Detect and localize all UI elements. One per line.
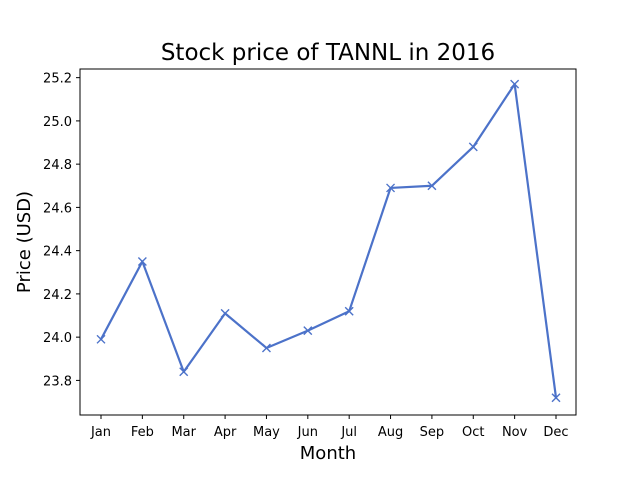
data-point-marker — [551, 393, 561, 403]
marker-stroke — [96, 334, 106, 344]
x-tick-label: Dec — [543, 425, 568, 440]
y-tick-label: 25.2 — [43, 72, 72, 87]
marker-stroke — [427, 181, 437, 191]
y-axis-label: Price (USD) — [14, 191, 35, 293]
y-tick-label: 25.0 — [43, 115, 72, 130]
marker-stroke — [137, 256, 147, 266]
plot-area-frame — [79, 68, 577, 416]
y-tick-label: 24.4 — [43, 245, 72, 260]
data-point-marker — [137, 256, 147, 266]
y-tick-label: 24.8 — [43, 158, 72, 173]
x-tick-label: Apr — [214, 425, 237, 440]
marker-stroke — [510, 79, 520, 89]
data-point-marker — [510, 79, 520, 89]
marker-stroke — [386, 183, 396, 193]
data-point-marker — [220, 308, 230, 318]
y-tick-label: 24.6 — [43, 201, 72, 216]
data-point-marker — [179, 367, 189, 377]
x-tick-label: Feb — [131, 425, 154, 440]
marker-stroke — [220, 308, 230, 318]
y-tick-label: 23.8 — [43, 374, 72, 389]
data-point-marker — [303, 326, 313, 336]
data-point-marker — [427, 181, 437, 191]
data-point-marker — [386, 183, 396, 193]
data-point-marker — [344, 306, 354, 316]
chart-title: Stock price of TANNL in 2016 — [161, 40, 495, 66]
x-tick-label: May — [253, 425, 280, 440]
series-line — [99, 83, 558, 399]
marker-stroke — [468, 142, 478, 152]
x-tick-label: Jul — [340, 425, 357, 440]
x-tick-label: Nov — [502, 425, 528, 440]
x-tick-label: Oct — [462, 425, 484, 440]
y-tick-label: 24.2 — [43, 288, 72, 303]
data-point-marker — [261, 343, 271, 353]
x-axis-label: Month — [300, 443, 356, 464]
x-tick-label: Mar — [171, 425, 196, 440]
marker-stroke — [303, 326, 313, 336]
x-tick-label: Sep — [420, 425, 445, 440]
marker-stroke — [179, 367, 189, 377]
marker-stroke — [551, 393, 561, 403]
data-point-marker — [96, 334, 106, 344]
data-point-marker — [468, 142, 478, 152]
y-tick-label: 24.0 — [43, 331, 72, 346]
marker-stroke — [261, 343, 271, 353]
x-tick-label: Jun — [297, 425, 318, 440]
x-tick-label: Aug — [378, 425, 403, 440]
marker-stroke — [344, 306, 354, 316]
x-tick-label: Jan — [90, 425, 111, 440]
